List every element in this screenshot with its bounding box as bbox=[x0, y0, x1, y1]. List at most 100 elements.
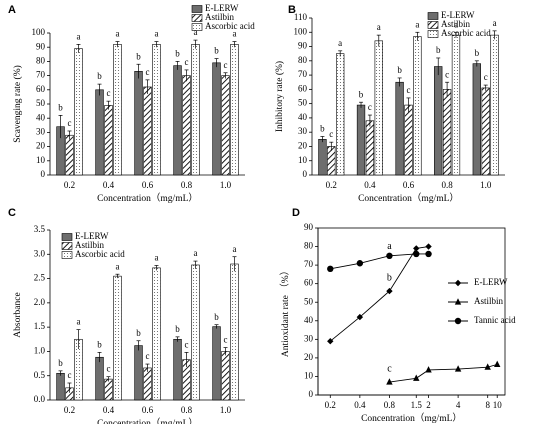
bar bbox=[143, 86, 152, 176]
bar bbox=[56, 372, 65, 401]
significance-letter: b bbox=[475, 48, 480, 58]
y-tick-label: 50 bbox=[36, 98, 46, 108]
bar bbox=[152, 44, 161, 176]
significance-letter: a bbox=[193, 248, 197, 258]
legend-marker bbox=[454, 279, 462, 287]
y-tick-label: 80 bbox=[304, 241, 314, 251]
y-tick-label: 3.0 bbox=[34, 248, 46, 258]
bar bbox=[74, 48, 83, 176]
significance-letter: c bbox=[329, 129, 333, 139]
y-tick-label: 40 bbox=[36, 112, 46, 122]
significance-letter: c bbox=[224, 60, 228, 70]
x-tick-label: 4 bbox=[456, 400, 461, 410]
legend-swatch bbox=[61, 233, 73, 241]
x-tick-label: 0.4 bbox=[354, 400, 366, 410]
legend-label: E-LERW bbox=[441, 10, 475, 20]
legend-swatch bbox=[191, 23, 203, 31]
x-tick-label: 2 bbox=[426, 400, 431, 410]
x-tick-label: 0.8 bbox=[384, 400, 396, 410]
y-tick-label: 60 bbox=[36, 84, 46, 94]
y-tick-label: 2.0 bbox=[34, 297, 46, 307]
legend-swatch bbox=[191, 5, 203, 13]
y-tick-label: 30 bbox=[36, 126, 46, 136]
legend-label: Ascorbic acid bbox=[75, 249, 125, 259]
significance-letter: a bbox=[338, 38, 342, 48]
x-tick-label: 8 bbox=[485, 400, 490, 410]
annotation: c bbox=[387, 363, 392, 374]
y-axis-title: Antioxidant rate （%） bbox=[279, 266, 291, 357]
panel-label: A bbox=[8, 4, 16, 16]
annotation: b bbox=[387, 272, 392, 283]
significance-letter: b bbox=[136, 51, 141, 61]
significance-letter: c bbox=[224, 335, 228, 345]
legend-marker bbox=[454, 298, 462, 305]
y-tick-label: 2.5 bbox=[34, 273, 46, 283]
legend-swatch bbox=[191, 14, 203, 22]
x-tick-label: 0.4 bbox=[103, 180, 115, 190]
legend-label: E-LERW bbox=[75, 231, 109, 241]
bar bbox=[404, 104, 413, 176]
significance-letter: a bbox=[377, 22, 381, 32]
significance-letter: b bbox=[175, 48, 180, 58]
y-tick-label: 0.5 bbox=[34, 370, 46, 380]
x-tick-label: 1.0 bbox=[220, 180, 232, 190]
bar bbox=[212, 326, 221, 401]
significance-letter: a bbox=[154, 29, 158, 39]
plot-frame bbox=[317, 227, 506, 396]
significance-letter: c bbox=[68, 118, 72, 128]
x-tick-label: 0.2 bbox=[64, 180, 75, 190]
y-tick-label: 0.0 bbox=[34, 394, 46, 404]
x-tick-label: 0.2 bbox=[325, 400, 336, 410]
point bbox=[425, 250, 432, 258]
bar bbox=[95, 356, 104, 401]
y-tick-label: 20 bbox=[304, 352, 314, 362]
significance-letter: c bbox=[407, 85, 411, 95]
y-tick-label: 40 bbox=[304, 315, 314, 325]
y-tick-label: 90 bbox=[304, 222, 314, 232]
y-axis-title: Inhibitory rate (%) bbox=[274, 61, 285, 132]
bar bbox=[182, 75, 191, 176]
significance-letter: b bbox=[97, 339, 102, 349]
y-tick-label: 100 bbox=[294, 26, 308, 36]
significance-letter: b bbox=[97, 71, 102, 81]
significance-letter: b bbox=[58, 102, 63, 112]
y-tick-label: 10 bbox=[36, 155, 46, 165]
bar bbox=[95, 89, 104, 176]
significance-letter: c bbox=[146, 351, 150, 361]
y-tick-label: 0 bbox=[309, 389, 314, 399]
panel-label: D bbox=[292, 207, 300, 219]
point bbox=[484, 363, 491, 370]
y-tick-label: 60 bbox=[298, 83, 308, 93]
x-tick-label: 0.6 bbox=[142, 180, 154, 190]
bar bbox=[442, 89, 452, 176]
bar bbox=[134, 345, 143, 401]
y-tick-label: 20 bbox=[36, 141, 46, 151]
x-axis-title: Concentration（mg/mL） bbox=[97, 192, 198, 204]
point bbox=[425, 366, 432, 373]
point bbox=[425, 243, 432, 250]
significance-letter: c bbox=[185, 339, 189, 349]
legend-label: Astilbin bbox=[474, 296, 504, 306]
significance-letter: b bbox=[175, 324, 180, 334]
significance-letter: b bbox=[359, 89, 364, 99]
significance-letter: c bbox=[185, 57, 189, 67]
y-tick-label: 70 bbox=[298, 69, 308, 79]
y-tick-label: 110 bbox=[294, 12, 308, 22]
significance-letter: a bbox=[115, 261, 119, 271]
significance-letter: a bbox=[76, 31, 80, 41]
significance-letter: c bbox=[484, 72, 488, 82]
annotation: a bbox=[387, 241, 392, 252]
y-tick-label: 10 bbox=[304, 371, 314, 381]
significance-letter: b bbox=[58, 358, 63, 368]
y-tick-label: 10 bbox=[298, 155, 308, 165]
y-tick-label: 20 bbox=[298, 141, 308, 151]
y-tick-label: 3.5 bbox=[34, 224, 46, 234]
significance-letter: b bbox=[436, 45, 441, 55]
significance-letter: b bbox=[397, 65, 402, 75]
bar bbox=[434, 66, 443, 176]
x-axis-title: Concentration（mg/mL） bbox=[358, 192, 459, 204]
bar bbox=[395, 81, 404, 176]
significance-letter: c bbox=[146, 67, 150, 77]
point bbox=[356, 313, 364, 321]
legend-label: E-LERW bbox=[205, 3, 239, 13]
